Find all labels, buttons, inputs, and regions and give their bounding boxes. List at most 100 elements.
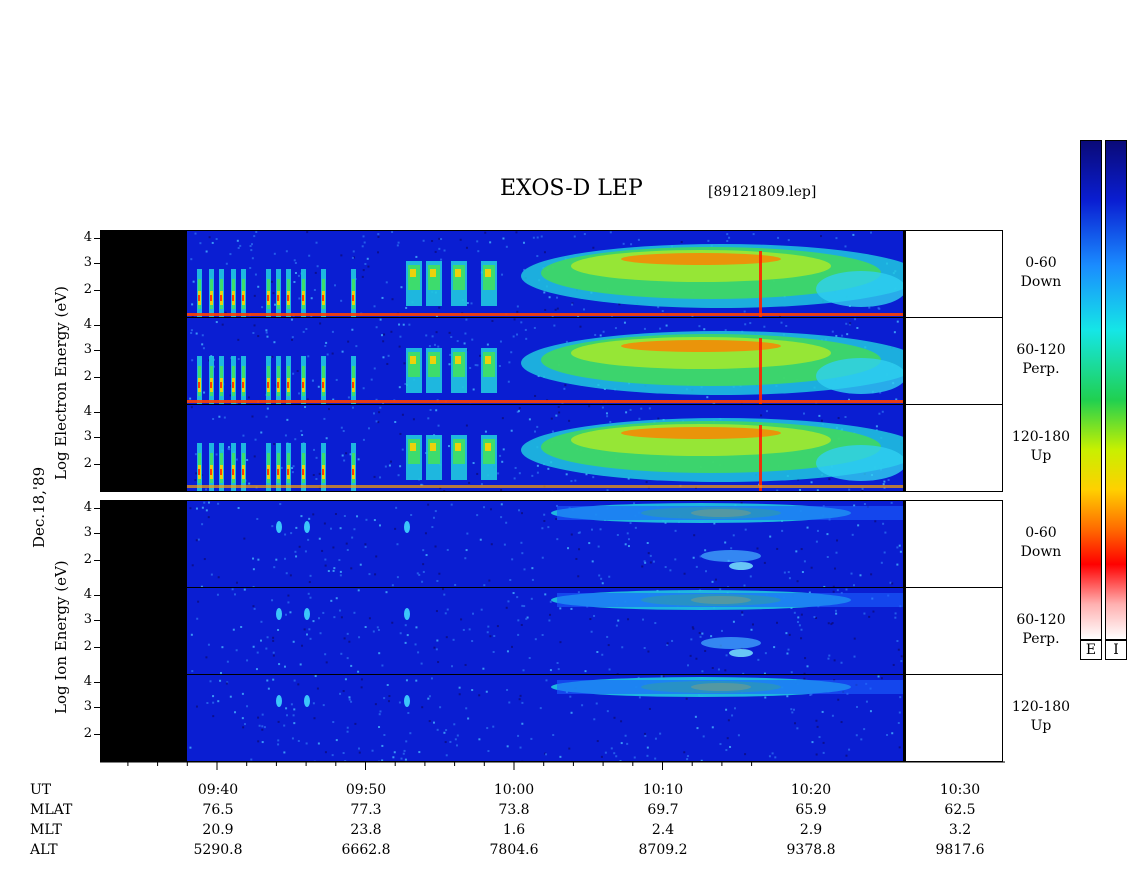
spectrogram-cell [410, 356, 416, 364]
spectrogram-cell [743, 310, 746, 313]
spectrogram-cell [654, 757, 657, 760]
spectrogram-cell [465, 246, 468, 249]
spectrogram-cell [340, 299, 343, 302]
spectrogram-cell [703, 328, 706, 331]
spectrogram-cell [307, 538, 310, 541]
spectrogram-cell [190, 329, 193, 332]
spectrogram-cell [427, 417, 430, 420]
y-tick-label: 3 [83, 429, 92, 444]
spectrogram-cell [265, 415, 268, 418]
spectrogram-cell [408, 265, 420, 290]
spectrogram-cell [221, 646, 224, 649]
spectrogram-cell [191, 303, 194, 306]
spectrogram-cell [433, 646, 436, 649]
spectrogram-cell [890, 501, 893, 504]
spectrogram-cell [785, 324, 788, 327]
spectrogram-cell [657, 306, 660, 309]
spectrogram-cell [806, 526, 809, 529]
spectrogram-cell [559, 755, 562, 758]
spectrogram-cell [742, 672, 745, 674]
spectrogram-cell [634, 526, 637, 529]
spectrogram-cell [790, 671, 793, 674]
spectrogram-cell [765, 410, 768, 413]
spectrogram-cell [578, 531, 581, 534]
spectrogram-cell [543, 291, 546, 294]
spectrogram-cell [254, 273, 257, 276]
spectrogram-cell [207, 501, 210, 504]
spectrogram-cell [519, 746, 522, 749]
spectrogram-cell [541, 556, 544, 559]
spectrogram-cell [219, 672, 222, 674]
spectrogram-cell [749, 322, 752, 325]
spectrogram-cell [261, 728, 264, 731]
spectrogram-cell [249, 245, 252, 248]
spectrogram-cell [582, 308, 585, 311]
spectrogram-cell [779, 315, 782, 317]
spectrogram-cell [189, 507, 192, 510]
spectrogram-cell [285, 707, 288, 710]
spectrogram-cell [646, 746, 649, 749]
spectrogram-cell [617, 619, 620, 622]
spectrogram-cell [232, 382, 234, 388]
spectrogram-cell [591, 560, 594, 563]
spectrogram-cell [505, 245, 508, 248]
spectrogram-cell [354, 722, 357, 725]
spectrogram-cell [362, 438, 365, 441]
spectrogram-cell [460, 618, 463, 621]
spectrogram-cell [456, 340, 459, 343]
spectrogram-cell [266, 636, 269, 639]
spectrogram-cell [831, 330, 834, 333]
spectrogram-cell [210, 382, 212, 388]
spectrogram-cell [796, 727, 799, 730]
spectrogram-cell [377, 251, 380, 254]
spectrogram-cell [797, 478, 800, 481]
spectrogram-cell [609, 231, 612, 234]
pitch-angle-label: 60-120 Perp. [1006, 341, 1076, 379]
spectrogram-cell [428, 439, 440, 464]
spectrogram-cell [226, 681, 229, 684]
spectrogram-cell [371, 749, 374, 752]
spectrogram-cell [235, 581, 238, 584]
spectrogram-cell [556, 662, 559, 665]
spectrogram-cell [231, 588, 234, 591]
spectrogram-cell [324, 558, 327, 561]
spectrogram-cell [260, 620, 263, 623]
spectrogram-cell [836, 589, 839, 592]
spectrogram-cell [834, 609, 837, 612]
spectrogram-cell [452, 638, 455, 641]
spectrogram-cell [199, 242, 202, 245]
spectrogram-cell [724, 329, 727, 332]
spectrogram-cell [348, 698, 351, 701]
ion-panel-down [100, 500, 906, 588]
spectrogram-cell [246, 458, 249, 461]
spectrogram-cell [583, 233, 586, 236]
spectrogram-cell [786, 695, 789, 698]
spectrogram-cell [556, 296, 559, 299]
spectrogram-cell [887, 479, 890, 482]
spectrogram-cell [605, 412, 608, 415]
spectrogram-cell [857, 524, 860, 527]
spectrogram-cell [293, 722, 296, 725]
spectrogram-cell [297, 274, 300, 277]
spectrogram-cell [265, 329, 268, 332]
spectrogram-cell [220, 469, 222, 475]
spectrogram-cell [543, 513, 546, 516]
spectrogram-cell [292, 714, 295, 717]
spectrogram-cell [289, 611, 292, 614]
spectrogram-cell [455, 443, 461, 451]
spectrogram-cell [353, 611, 356, 614]
spectrogram-cell [330, 599, 333, 602]
spectrogram-cell [884, 531, 887, 534]
spectrogram-cell [594, 333, 597, 336]
spectrogram-cell [501, 417, 504, 420]
spectrogram-cell [232, 295, 234, 301]
spectrogram-cell [201, 334, 204, 337]
spectrogram-cell [232, 469, 234, 475]
spectrogram-cell [364, 626, 367, 629]
spectrogram-cell [674, 558, 677, 561]
spectrogram-cell [422, 563, 425, 566]
spectrogram-cell [350, 567, 353, 570]
spectrogram-cell [472, 612, 475, 615]
spectrogram-cell [700, 759, 703, 761]
spectrogram-cell [830, 623, 833, 626]
